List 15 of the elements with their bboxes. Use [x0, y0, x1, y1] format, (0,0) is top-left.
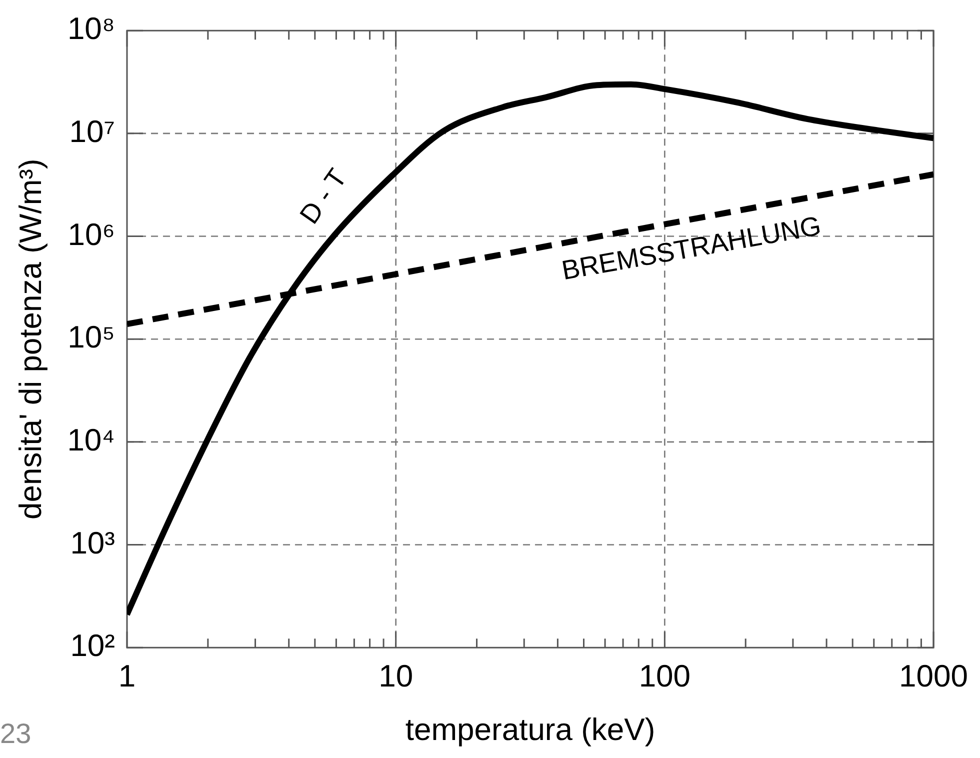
y-tick-label: 10⁴ — [67, 422, 115, 458]
y-tick-label: 10³ — [70, 525, 115, 560]
text: 23 — [0, 718, 32, 749]
x-tick-label: 100 — [638, 658, 691, 694]
y-tick-label: 10² — [70, 628, 115, 664]
x-tick-label: 1 — [118, 658, 136, 694]
x-tick-label: 1000 — [899, 658, 968, 694]
y-axis-title: densita' di potenza (W/m³) — [13, 158, 48, 520]
y-tick-label: 10⁸ — [67, 11, 115, 46]
y-tick-label: 10⁵ — [68, 320, 115, 355]
y-tick-label: 10⁷ — [69, 114, 115, 149]
y-tick-label: 10⁶ — [68, 216, 115, 252]
x-axis-title: temperatura (keV) — [405, 712, 656, 747]
annotation: D - T — [294, 163, 353, 230]
x-tick-label: 10 — [378, 658, 414, 694]
